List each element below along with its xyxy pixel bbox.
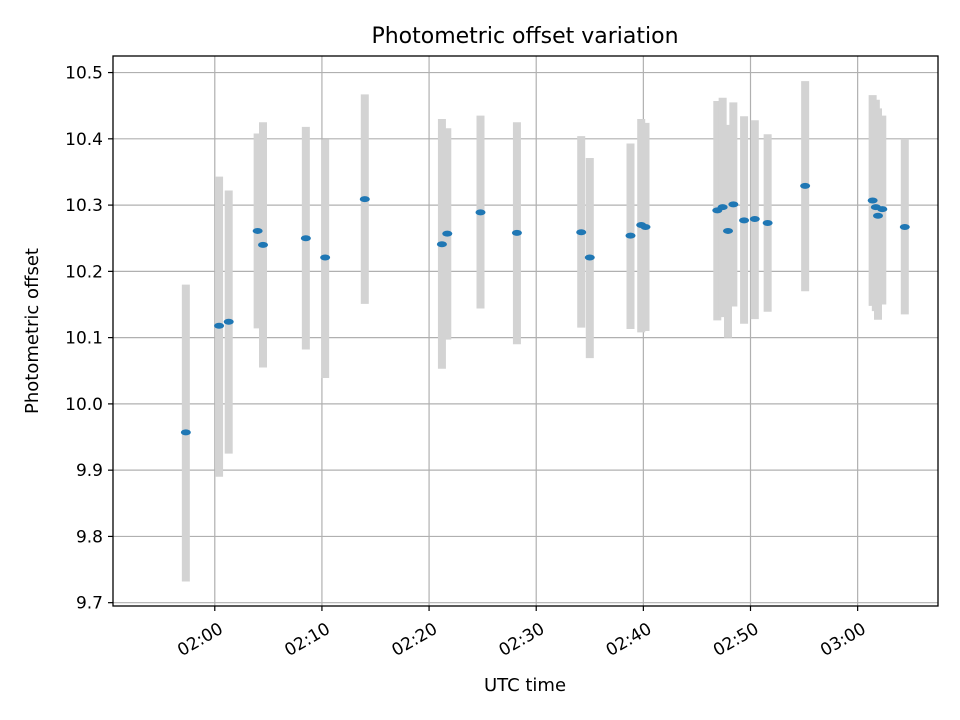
data-point <box>873 212 883 219</box>
x-tick-label: 02:40 <box>603 619 655 661</box>
y-tick-label: 10.1 <box>65 329 103 349</box>
y-tick-label: 10.0 <box>65 395 103 415</box>
data-point <box>511 229 522 236</box>
data-point <box>359 196 370 203</box>
x-tick-label: 02:50 <box>710 619 762 661</box>
data-point <box>180 429 191 436</box>
y-tick-label: 10.5 <box>65 64 103 84</box>
y-tick-label: 9.8 <box>76 527 103 547</box>
data-point <box>723 227 733 234</box>
y-tick-label: 10.2 <box>65 262 103 282</box>
data-point <box>867 197 878 204</box>
data-point <box>717 204 728 211</box>
y-tick-label: 9.9 <box>76 461 103 481</box>
data-point <box>762 219 773 226</box>
data-point <box>877 206 888 213</box>
data-point <box>584 254 595 261</box>
x-axis-label: UTC time <box>484 675 566 696</box>
data-point <box>475 209 486 216</box>
x-tick-label: 02:00 <box>174 619 226 661</box>
x-tick-label: 02:10 <box>281 619 333 661</box>
data-point <box>800 182 811 189</box>
data-point <box>214 322 225 329</box>
data-point <box>223 318 234 325</box>
data-point <box>258 241 268 248</box>
data-point <box>436 241 447 248</box>
x-tick-label: 03:00 <box>817 619 869 661</box>
errorbar-layer <box>181 81 909 582</box>
y-tick-label: 9.7 <box>76 594 103 614</box>
data-point <box>625 232 636 239</box>
data-point <box>576 229 587 236</box>
data-point <box>252 227 263 234</box>
y-axis-label: Photometric offset <box>22 248 43 414</box>
data-point <box>749 216 760 223</box>
x-tick-label: 02:20 <box>389 619 441 661</box>
data-point <box>739 217 750 224</box>
x-axis: 02:00 02:10 02:20 02:30 02:40 02:50 03:00 <box>174 606 870 661</box>
data-point <box>320 254 331 261</box>
data-point <box>640 223 651 230</box>
data-point <box>728 201 739 208</box>
data-point <box>442 230 453 237</box>
chart-title: Photometric offset variation <box>371 24 678 49</box>
x-tick-label: 02:30 <box>496 619 548 661</box>
data-point <box>899 223 910 230</box>
y-axis: 9.7 9.8 9.9 10.0 10.1 10.2 10.3 10.4 10.5 <box>65 64 113 614</box>
y-tick-label: 10.4 <box>65 130 103 150</box>
plot-frame <box>112 55 939 607</box>
grid-layer <box>113 56 938 606</box>
y-tick-label: 10.3 <box>65 196 103 216</box>
point-layer <box>180 182 910 436</box>
data-point <box>300 235 311 242</box>
